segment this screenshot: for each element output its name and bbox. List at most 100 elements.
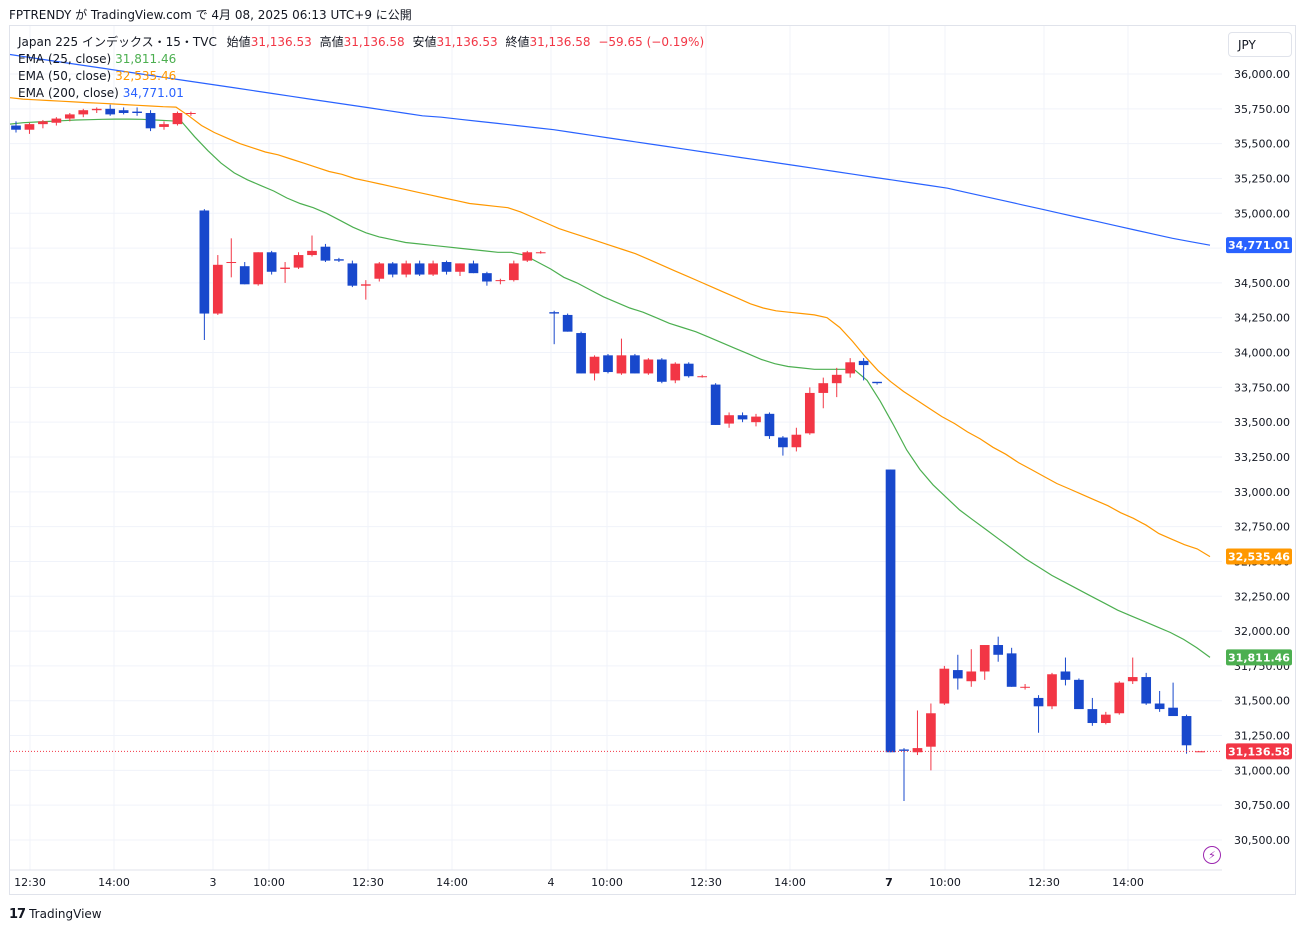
y-tick-label: 30,750.00	[1234, 799, 1290, 812]
candle-body	[562, 314, 573, 332]
y-tick-label: 36,000.00	[1234, 68, 1290, 81]
ohlc-open-label: 始値	[226, 35, 251, 49]
candle-body	[24, 124, 35, 130]
candle-body	[522, 252, 533, 261]
x-tick-label: 10:00	[591, 876, 623, 889]
ema50-value: 32,535.46	[115, 69, 177, 83]
candle-body	[845, 362, 856, 374]
candle-body	[1168, 707, 1178, 717]
x-tick-label: 12:30	[690, 876, 722, 889]
candle-body	[952, 670, 963, 679]
candle-body	[1195, 751, 1205, 753]
candle-body	[858, 360, 869, 366]
lightning-icon[interactable]: ⚡	[1203, 846, 1221, 864]
legend-ema50-row[interactable]: EMA (50, close) 32,535.46	[18, 68, 704, 85]
candle-body	[1006, 653, 1017, 687]
candle-body	[374, 263, 385, 279]
candle-body	[966, 671, 977, 682]
tradingview-logo-icon: 17	[9, 906, 26, 922]
ohlc-low-label: 安値	[412, 35, 437, 49]
candle-body	[78, 110, 89, 115]
y-tick-label: 33,750.00	[1234, 381, 1290, 394]
candle-body	[64, 114, 75, 119]
candle-body	[616, 355, 627, 374]
last-price-badge	[1226, 743, 1292, 760]
legend-ema200-row[interactable]: EMA (200, close) 34,771.01	[18, 85, 704, 102]
candle-body	[791, 434, 802, 448]
candle-body	[683, 363, 694, 377]
legend-symbol-row[interactable]: Japan 225 インデックス・15・TVC 始値31,136.53 高値31…	[18, 34, 704, 51]
candle-body	[1181, 716, 1192, 746]
ema25-value: 31,811.46	[115, 52, 177, 66]
candle-body	[226, 262, 237, 264]
candle-body	[387, 263, 398, 275]
candle-body	[710, 384, 721, 425]
x-tick-label: 14:00	[774, 876, 806, 889]
candle-body	[926, 713, 936, 747]
ohlc-close-label: 終値	[505, 35, 530, 49]
footer-branding[interactable]: 17 TradingView	[9, 905, 102, 923]
candle-body	[266, 252, 277, 272]
candle-body	[334, 259, 344, 261]
candle-body	[159, 124, 169, 127]
candle-body	[939, 668, 950, 704]
candle-body	[428, 263, 438, 275]
candle-body	[804, 392, 815, 434]
candle-body	[468, 263, 479, 274]
candle-body	[1047, 674, 1057, 707]
y-tick-label: 31,500.00	[1234, 695, 1290, 708]
y-tick-label: 33,250.00	[1234, 451, 1290, 464]
candle-body	[1100, 714, 1111, 724]
y-tick-label: 34,000.00	[1234, 347, 1290, 360]
ema-line-0	[9, 118, 1211, 658]
candle-body	[751, 416, 761, 423]
symbol-title[interactable]: Japan 225 インデックス・15・TVC	[18, 35, 217, 49]
candle-body	[1141, 677, 1152, 704]
chart-legend: Japan 225 インデックス・15・TVC 始値31,136.53 高値31…	[18, 34, 704, 102]
candle-body	[1074, 679, 1084, 710]
x-tick-label: 10:00	[929, 876, 961, 889]
x-tick-label: 12:30	[1028, 876, 1060, 889]
candle-body	[1020, 686, 1030, 688]
candle-body	[414, 263, 425, 275]
x-tick-label: 3	[210, 876, 217, 889]
x-tick-label: 12:30	[14, 876, 46, 889]
candle-body	[118, 110, 129, 113]
candle-body	[1154, 703, 1165, 710]
candle-body	[239, 266, 250, 285]
candle-body	[778, 437, 788, 448]
legend-ema25-row[interactable]: EMA (25, close) 31,811.46	[18, 51, 704, 68]
y-tick-label: 32,250.00	[1234, 590, 1290, 603]
candle-body	[818, 383, 829, 393]
ema25-price-badge-text: 31,811.46	[1228, 651, 1290, 664]
candle-body	[307, 250, 317, 256]
candle-body	[105, 108, 116, 115]
candle-body	[508, 263, 519, 281]
candle-body	[549, 312, 560, 314]
y-tick-label: 31,250.00	[1234, 730, 1290, 743]
candle-body	[1033, 697, 1044, 707]
y-tick-label: 35,000.00	[1234, 207, 1290, 220]
candle-body	[38, 121, 48, 125]
currency-button[interactable]: JPY	[1228, 32, 1292, 57]
y-tick-label: 32,750.00	[1234, 521, 1290, 534]
candle-body	[643, 359, 654, 374]
candle-body	[1087, 709, 1098, 724]
candle-body	[899, 749, 909, 751]
candle-body	[51, 118, 62, 123]
y-tick-label: 32,000.00	[1234, 625, 1290, 638]
candle-body	[912, 748, 923, 753]
y-tick-label: 34,500.00	[1234, 277, 1290, 290]
chart-frame	[9, 25, 1296, 895]
candle-body	[535, 252, 546, 254]
ohlc-close-value: 31,136.58	[529, 35, 591, 49]
ema200-price-badge-text: 34,771.01	[1228, 239, 1290, 252]
candle-body	[495, 280, 506, 282]
candle-body	[91, 108, 102, 111]
x-tick-label: 12:30	[352, 876, 384, 889]
y-tick-label: 35,250.00	[1234, 172, 1290, 185]
candle-body	[280, 267, 290, 269]
candle-body	[630, 355, 640, 374]
candle-body	[455, 263, 465, 272]
